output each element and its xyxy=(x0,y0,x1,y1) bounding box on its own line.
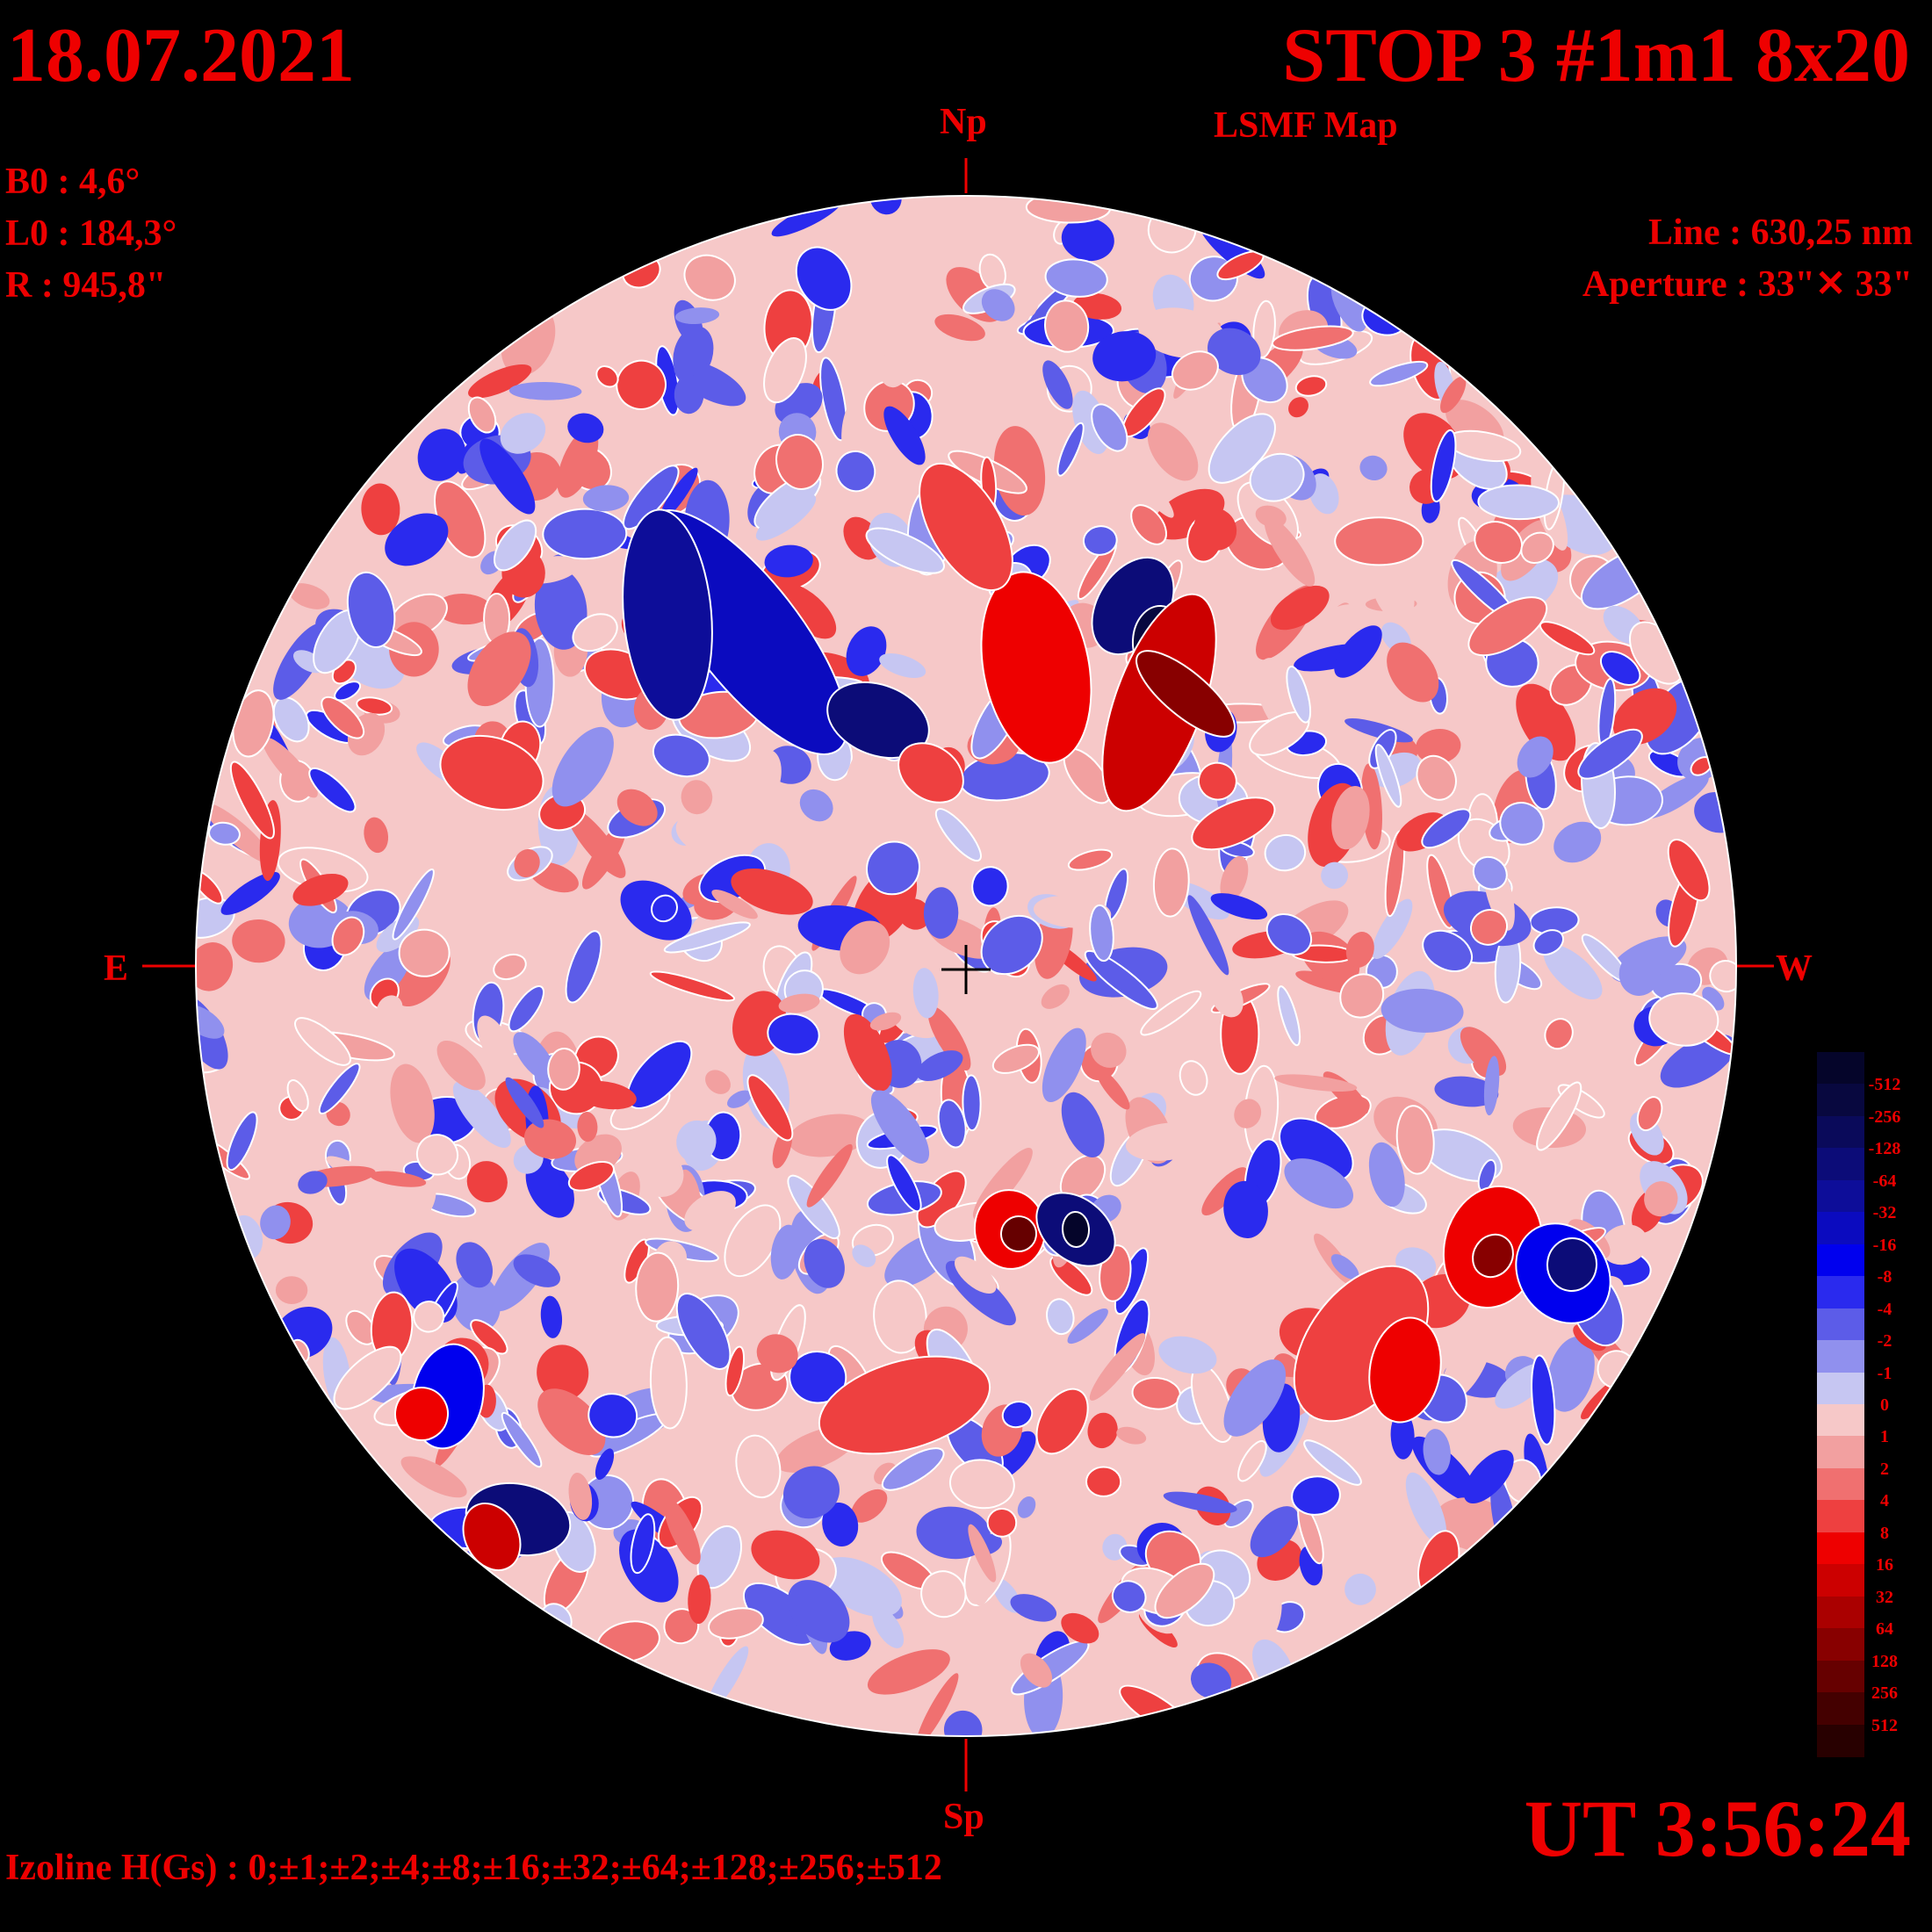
l0-value: L0 : 184,3° xyxy=(5,213,177,254)
west-label: W xyxy=(1776,948,1813,989)
color-scale-label: -32 xyxy=(1872,1203,1897,1223)
color-scale-cell xyxy=(1817,1244,1864,1278)
color-scale-cell xyxy=(1817,1500,1864,1533)
color-scale-label: -256 xyxy=(1868,1107,1901,1127)
color-scale-label: 16 xyxy=(1876,1555,1893,1575)
map-subtitle: LSMF Map xyxy=(1214,105,1398,146)
color-scale-cell xyxy=(1817,1052,1864,1085)
universal-time: UT 3:56:24 xyxy=(1524,1784,1911,1873)
color-scale-label: 64 xyxy=(1876,1619,1893,1640)
color-scale-label: 8 xyxy=(1880,1523,1889,1543)
color-scale-label: 512 xyxy=(1871,1715,1898,1735)
color-scale-label: 4 xyxy=(1880,1491,1889,1511)
color-scale-bar xyxy=(1817,1052,1864,1757)
color-scale-cell xyxy=(1817,1179,1864,1214)
color-scale-cell xyxy=(1817,1115,1864,1150)
color-scale-label: 1 xyxy=(1880,1427,1889,1447)
color-scale-cell xyxy=(1817,1308,1864,1342)
north-label: Np xyxy=(940,102,987,142)
instrument-info: Line : 630,25 nm Aperture : 33"✕ 33" xyxy=(1582,207,1913,311)
color-scale-label: -16 xyxy=(1872,1235,1897,1255)
color-scale-label: 256 xyxy=(1871,1683,1898,1704)
radius-value: R : 945,8" xyxy=(5,265,167,306)
center-crosshair xyxy=(941,945,991,994)
aperture: Aperture : 33"✕ 33" xyxy=(1582,264,1913,305)
color-scale-cell xyxy=(1817,1660,1864,1694)
color-scale-cell xyxy=(1817,1084,1864,1117)
solar-disk-limb xyxy=(195,195,1737,1737)
color-scale-label: -64 xyxy=(1872,1171,1897,1191)
color-scale-cell xyxy=(1817,1564,1864,1597)
color-scale-label: -2 xyxy=(1877,1331,1892,1352)
color-scale-cell xyxy=(1817,1340,1864,1373)
color-scale-cell xyxy=(1817,1532,1864,1566)
color-scale-cell xyxy=(1817,1692,1864,1726)
color-scale-cell xyxy=(1817,1467,1864,1502)
color-scale-label: -1 xyxy=(1877,1363,1892,1383)
color-scale-label: -128 xyxy=(1868,1139,1901,1159)
color-scale-label: 0 xyxy=(1880,1395,1889,1415)
spectral-line: Line : 630,25 nm xyxy=(1647,213,1913,253)
color-scale-cell xyxy=(1817,1596,1864,1630)
magnetic-field-contours xyxy=(196,196,1736,1736)
color-scale-label: 2 xyxy=(1880,1459,1889,1479)
color-scale-label: 32 xyxy=(1876,1587,1893,1607)
color-scale-cell xyxy=(1817,1276,1864,1309)
izoline-levels: Izoline H(Gs) : 0;±1;±2;±4;±8;±16;±32;±6… xyxy=(5,1848,942,1888)
color-scale-cell xyxy=(1817,1372,1864,1405)
b0-value: B0 : 4,6° xyxy=(5,162,141,202)
color-scale-cell xyxy=(1817,1148,1864,1181)
color-scale-cell xyxy=(1817,1436,1864,1469)
solar-parameters: B0 : 4,6° L0 : 184,3° R : 945,8" xyxy=(5,156,177,312)
color-scale-cell xyxy=(1817,1628,1864,1662)
color-scale-cell xyxy=(1817,1212,1864,1245)
observation-date: 18.07.2021 xyxy=(7,13,355,98)
color-scale-label: -512 xyxy=(1868,1075,1901,1095)
east-label: E xyxy=(104,948,129,989)
color-scale-label: -8 xyxy=(1877,1267,1892,1287)
page-title: STOP 3 #1m1 8x20 xyxy=(1282,13,1910,98)
south-label: Sp xyxy=(943,1797,984,1837)
color-scale-cell xyxy=(1817,1404,1864,1438)
color-scale-label: 128 xyxy=(1871,1651,1898,1671)
color-scale-label: -4 xyxy=(1877,1299,1892,1319)
color-scale-cell xyxy=(1817,1724,1864,1757)
